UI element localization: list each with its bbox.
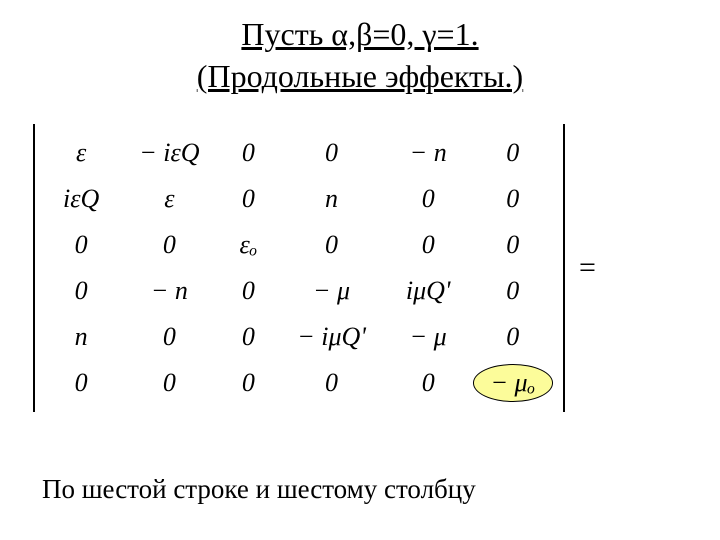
highlight-ellipse [473, 364, 554, 402]
matrix-cell: 0 [386, 222, 471, 268]
matrix-cell: 0 [471, 176, 556, 222]
matrix-cell: − iεQ [119, 130, 219, 176]
matrix-cell: 0 [220, 360, 278, 406]
matrix-cell: − μ [386, 314, 471, 360]
matrix-cell: n [277, 176, 386, 222]
matrix-cell: 0 [43, 360, 119, 406]
matrix-cell: 0 [220, 176, 278, 222]
matrix: ε − iεQ 0 0 − n 0 iεQ ε 0 n 0 0 0 0 εₒ 0… [43, 130, 555, 406]
matrix-cell: 0 [471, 314, 556, 360]
matrix-cell: − iμQ' [277, 314, 386, 360]
determinant-bars: ε − iεQ 0 0 − n 0 iεQ ε 0 n 0 0 0 0 εₒ 0… [33, 124, 565, 412]
equals-sign: = [579, 251, 596, 285]
matrix-cell: 0 [471, 222, 556, 268]
matrix-cell: 0 [277, 360, 386, 406]
matrix-cell: 0 [43, 222, 119, 268]
matrix-cell: 0 [386, 360, 471, 406]
matrix-row: iεQ ε 0 n 0 0 [43, 176, 555, 222]
matrix-row: ε − iεQ 0 0 − n 0 [43, 130, 555, 176]
matrix-cell: εₒ [220, 222, 278, 268]
matrix-cell: iμQ' [386, 268, 471, 314]
matrix-cell: 0 [220, 130, 278, 176]
matrix-cell: 0 [277, 222, 386, 268]
matrix-cell: 0 [471, 268, 556, 314]
matrix-cell: 0 [119, 222, 219, 268]
matrix-cell: 0 [220, 314, 278, 360]
matrix-row: 0 0 0 0 0 − μₒ [43, 360, 555, 406]
matrix-cell: 0 [386, 176, 471, 222]
matrix-cell: − μ [277, 268, 386, 314]
matrix-row: 0 0 εₒ 0 0 0 [43, 222, 555, 268]
matrix-cell: 0 [220, 268, 278, 314]
matrix-cell: 0 [119, 314, 219, 360]
slide-title: Пусть α,β=0, γ=1. (Продольные эффекты.) [0, 0, 720, 97]
matrix-cell: ε [119, 176, 219, 222]
matrix-cell: 0 [471, 130, 556, 176]
matrix-cell: 0 [119, 360, 219, 406]
matrix-row: n 0 0 − iμQ' − μ 0 [43, 314, 555, 360]
matrix-cell: 0 [277, 130, 386, 176]
title-line-1: Пусть α,β=0, γ=1. [241, 16, 478, 52]
title-line-2: (Продольные эффекты.) [197, 58, 523, 94]
matrix-cell: − n [119, 268, 219, 314]
matrix-cell: 0 [43, 268, 119, 314]
matrix-cell: n [43, 314, 119, 360]
determinant-equation: ε − iεQ 0 0 − n 0 iεQ ε 0 n 0 0 0 0 εₒ 0… [33, 124, 596, 412]
matrix-row: 0 − n 0 − μ iμQ' 0 [43, 268, 555, 314]
matrix-cell: − n [386, 130, 471, 176]
matrix-cell: ε [43, 130, 119, 176]
matrix-cell: − μₒ [471, 360, 556, 406]
matrix-cell: iεQ [43, 176, 119, 222]
bottom-caption: По шестой строке и шестому столбцу [42, 474, 476, 505]
